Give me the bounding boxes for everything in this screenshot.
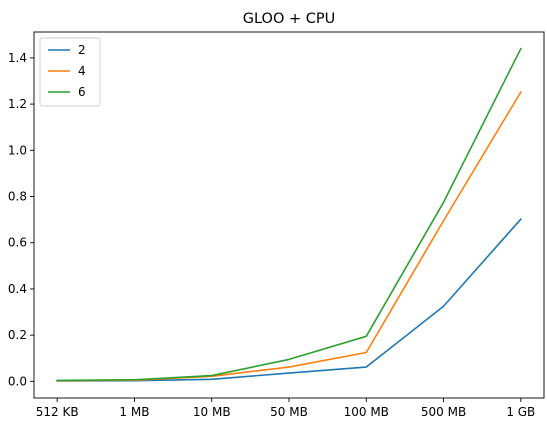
legend-frame bbox=[39, 37, 101, 107]
legend-label-6: 6 bbox=[78, 85, 86, 99]
y-tick-label: 0.6 bbox=[8, 236, 27, 250]
series-line-6 bbox=[56, 47, 522, 382]
x-tick-label: 512 KB bbox=[36, 405, 79, 419]
legend: 2 4 6 bbox=[39, 37, 101, 107]
legend-label-4: 4 bbox=[78, 64, 86, 78]
y-axis: 0.0 0.2 0.4 0.6 0.8 1.0 1.2 1.4 bbox=[8, 51, 34, 388]
x-tick-label: 10 MB bbox=[193, 405, 231, 419]
plot-area bbox=[56, 47, 522, 382]
x-axis: 512 KB 1 MB 10 MB 50 MB 100 MB 500 MB 1 GB bbox=[36, 398, 535, 419]
series-line-4 bbox=[56, 90, 522, 382]
y-tick-label: 0.0 bbox=[8, 374, 27, 388]
y-tick-label: 1.0 bbox=[8, 143, 27, 157]
x-tick-label: 500 MB bbox=[421, 405, 466, 419]
y-tick-label: 0.8 bbox=[8, 190, 27, 204]
chart-title: GLOO + CPU bbox=[243, 11, 335, 27]
y-tick-label: 0.4 bbox=[8, 282, 27, 296]
legend-label-2: 2 bbox=[78, 43, 86, 57]
y-tick-label: 1.2 bbox=[8, 97, 27, 111]
y-tick-label: 1.4 bbox=[8, 51, 27, 65]
axes-frame bbox=[33, 31, 545, 399]
y-tick-label: 0.2 bbox=[8, 328, 27, 342]
series-line-2 bbox=[56, 218, 522, 382]
x-tick-label: 1 MB bbox=[119, 405, 149, 419]
x-tick-label: 50 MB bbox=[270, 405, 308, 419]
x-tick-label: 1 GB bbox=[506, 405, 535, 419]
x-tick-label: 100 MB bbox=[344, 405, 389, 419]
